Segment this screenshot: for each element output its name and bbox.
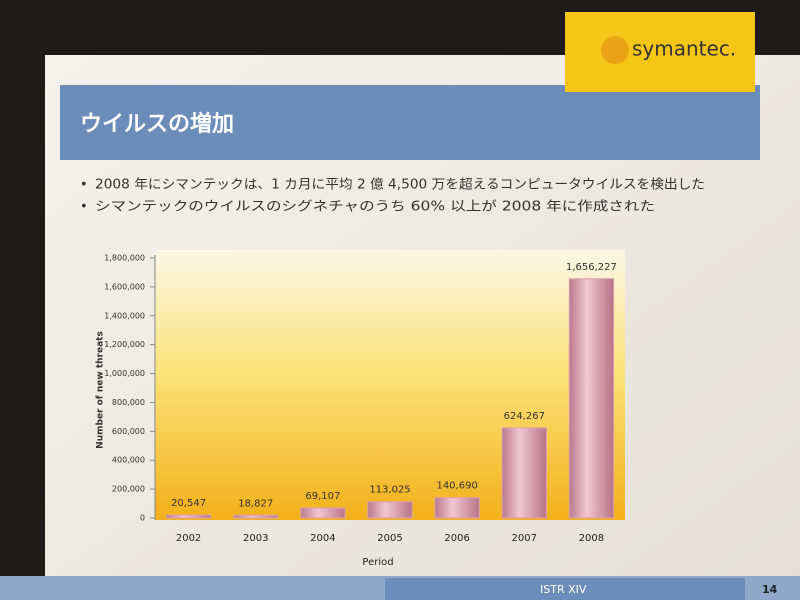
x-tick-label: 2002 (176, 533, 201, 544)
plot-area (155, 250, 625, 520)
x-tick-label: 2007 (512, 533, 537, 544)
x-tick-label: 2004 (310, 533, 335, 544)
y-tick-label: 0 (140, 514, 145, 523)
value-label: 18,827 (238, 498, 273, 509)
y-tick-label: 200,000 (112, 485, 145, 494)
y-tick-label: 1,000,000 (104, 369, 145, 378)
y-tick-label: 600,000 (112, 427, 145, 436)
y-tick-label: 1,800,000 (104, 254, 145, 263)
bar (165, 514, 212, 519)
slide-title: ウイルスの増加 (80, 111, 234, 137)
title-band (60, 85, 760, 160)
bar (300, 507, 346, 519)
logo-box (565, 12, 755, 92)
bullet: • (80, 178, 88, 193)
y-tick-label: 800,000 (112, 398, 145, 407)
bullet-text: シマンテックのウイルスのシグネチャのうち 60% 以上が 2008 年に作成され… (95, 200, 655, 215)
value-label: 140,690 (436, 481, 477, 492)
y-tick-label: 1,600,000 (104, 282, 145, 291)
value-label: 20,547 (171, 498, 206, 509)
page-number: 14 (762, 583, 778, 596)
y-axis-label: Number of new threats (96, 331, 106, 449)
x-tick-label: 2003 (243, 533, 268, 544)
bar (501, 427, 547, 519)
bar (367, 501, 413, 519)
value-label: 1,656,227 (566, 262, 617, 273)
logo: symantec. (632, 37, 736, 61)
bar (233, 514, 279, 519)
bar (568, 278, 615, 519)
x-tick-label: 2006 (444, 533, 469, 544)
x-axis-label: Period (362, 557, 393, 568)
value-label: 69,107 (305, 491, 340, 502)
bar (434, 497, 480, 519)
logo-mark (601, 36, 629, 64)
x-tick-label: 2005 (377, 533, 402, 544)
y-tick-label: 1,200,000 (104, 340, 145, 349)
footer: ISTR XIV (540, 583, 587, 596)
bullet: • (80, 200, 88, 215)
value-label: 113,025 (369, 485, 410, 496)
x-tick-label: 2008 (579, 533, 604, 544)
footer-box (385, 578, 745, 600)
bullet-text: 2008 年にシマンテックは、1 カ月に平均 2 億 4,500 万を超えるコン… (95, 177, 705, 193)
value-label: 624,267 (504, 411, 545, 422)
y-tick-label: 400,000 (112, 456, 145, 465)
y-tick-label: 1,400,000 (104, 311, 145, 320)
